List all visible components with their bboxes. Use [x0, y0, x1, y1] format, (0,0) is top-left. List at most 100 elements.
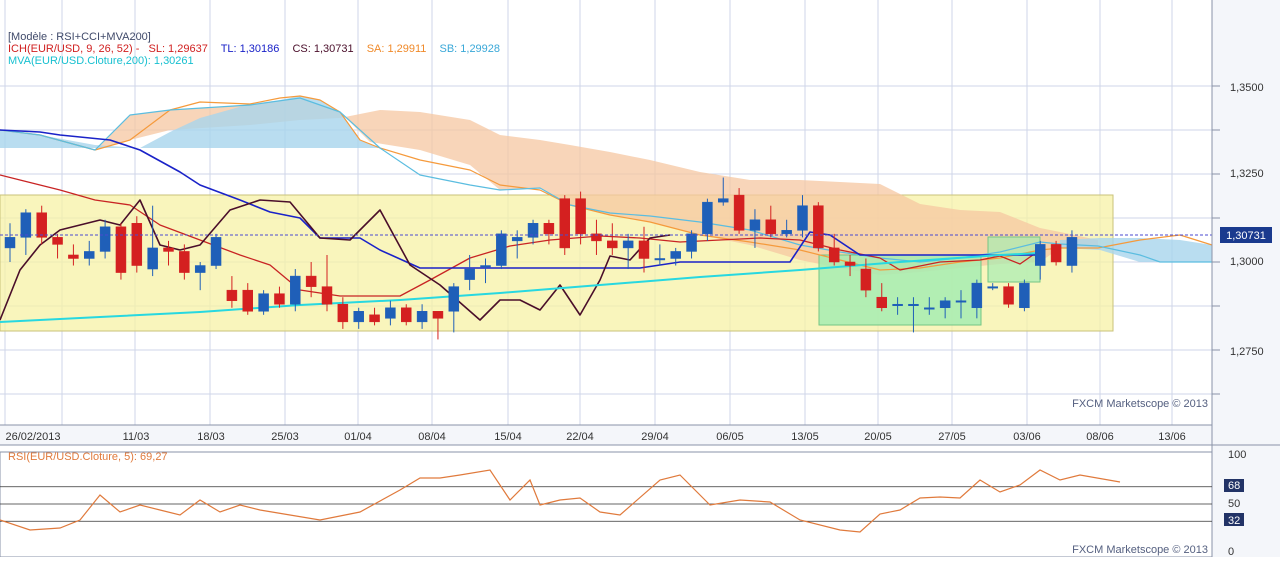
- date-label: 11/03: [123, 431, 150, 443]
- candle-bullish: [686, 233, 697, 252]
- tenkan-sen-line: [0, 174, 1041, 297]
- candle-bearish: [163, 247, 174, 252]
- candle-bullish: [290, 275, 301, 305]
- date-label: 15/04: [494, 431, 522, 443]
- candle-bearish: [226, 289, 238, 301]
- candle-bullish: [1066, 237, 1078, 266]
- date-label: 13/05: [791, 431, 819, 443]
- watermark-rsi: FXCM Marketscope © 2013: [1072, 544, 1208, 556]
- candle-bullish: [622, 240, 634, 249]
- candle-bearish: [813, 205, 824, 249]
- date-label: 13/06: [1158, 431, 1186, 443]
- rsi-level-32-badge: [1224, 513, 1244, 526]
- candle-bullish: [797, 205, 808, 231]
- candle-bullish: [147, 247, 158, 270]
- mva200-line: [0, 252, 1041, 323]
- candle-bearish: [131, 223, 143, 266]
- candle-bullish: [971, 282, 983, 309]
- candle-bearish: [876, 296, 887, 309]
- candle-bearish: [179, 251, 190, 273]
- candle-bearish: [575, 198, 586, 235]
- candle-bullish: [464, 268, 475, 280]
- senkou-span-b-line: [0, 97, 1212, 263]
- candle-bearish: [68, 254, 79, 259]
- candle-bullish: [654, 258, 666, 261]
- watermark-main: FXCM Marketscope © 2013: [1072, 398, 1208, 410]
- rsi-level-32: 32: [1228, 515, 1240, 527]
- candle-bearish: [369, 314, 380, 323]
- chikou-span-line: [0, 199, 671, 321]
- price-axis: 1,3500 1,3250 1,3000 1,2750: [1211, 0, 1264, 557]
- candle-bullish: [1035, 244, 1046, 266]
- candle-bullish: [511, 237, 523, 242]
- candle-bearish: [115, 226, 127, 273]
- rsi-label: RSI(EUR/USD.Cloture, 5): 69,27: [8, 451, 168, 463]
- date-label: 20/05: [864, 431, 892, 443]
- candle-bearish: [305, 275, 317, 287]
- candle-bearish: [52, 237, 63, 245]
- date-label: 26/02/2013: [5, 431, 60, 443]
- candle-bullish: [416, 311, 428, 323]
- candle-bearish: [638, 240, 650, 259]
- candle-bearish: [765, 219, 777, 235]
- candle-bullish: [385, 307, 396, 319]
- rsi-level-100: 100: [1228, 449, 1246, 461]
- candle-bullish: [781, 230, 792, 235]
- date-label: 03/06: [1013, 431, 1041, 443]
- sb-value: SB: 1,29928: [439, 43, 500, 55]
- candle-bearish: [242, 289, 253, 312]
- candle-bearish: [559, 198, 570, 249]
- candle-bullish: [448, 286, 460, 312]
- date-label: 27/05: [938, 431, 966, 443]
- candle-bearish: [860, 268, 872, 291]
- ichimoku-legend: ICH(EUR/USD, 9, 26, 52) - SL: 1,29637 TL…: [8, 43, 500, 55]
- ichimoku-prefix: ICH(EUR/USD, 9, 26, 52) -: [8, 43, 140, 55]
- candle-bearish: [321, 286, 333, 305]
- indicator-lines: [0, 95, 1213, 323]
- date-label: 29/04: [641, 431, 669, 443]
- date-label: 08/04: [418, 431, 446, 443]
- sa-value: SA: 1,29911: [367, 43, 427, 55]
- candle-bullish: [84, 251, 95, 259]
- date-axis-background: [0, 425, 1280, 445]
- candle-bearish: [591, 233, 602, 242]
- date-label: 01/04: [344, 431, 372, 443]
- rsi-level-68: 68: [1228, 480, 1240, 492]
- candle-bullish: [258, 293, 269, 312]
- rsi-level-68-badge: [1224, 479, 1244, 492]
- candle-bullish: [670, 251, 681, 259]
- price-tick-3: 1,3000: [1230, 256, 1264, 268]
- date-label: 18/03: [197, 431, 225, 443]
- candle-bullish: [4, 237, 16, 249]
- candle-bearish: [337, 303, 349, 323]
- candle-bearish: [432, 311, 444, 319]
- rsi-level-0: 0: [1228, 546, 1234, 557]
- candle-bullish: [99, 226, 111, 252]
- model-label: [Modèle : RSI+CCI+MVA200]: [8, 31, 151, 43]
- candle-bearish: [1003, 286, 1014, 305]
- chart-legend: [Modèle : RSI+CCI+MVA200] ICH(EUR/USD, 9…: [8, 31, 500, 67]
- candle-bullish: [210, 237, 222, 266]
- current-price-badge: [1220, 227, 1272, 243]
- mva-legend: MVA(EUR/USD.Cloture,200): 1,30261: [8, 55, 194, 67]
- price-tick-1: 1,3500: [1230, 82, 1264, 94]
- candle-bullish: [718, 198, 729, 203]
- date-label: 08/06: [1086, 431, 1114, 443]
- cs-value: CS: 1,30731: [292, 43, 353, 55]
- candle-bearish: [844, 261, 856, 266]
- candle-bearish: [543, 223, 555, 235]
- price-tick-4: 1,2750: [1230, 346, 1264, 358]
- kumo-forward-area: [1060, 238, 1212, 262]
- candle-bearish: [401, 307, 412, 323]
- candle-bearish: [733, 194, 745, 231]
- current-price-label: 1,30731: [1226, 230, 1266, 242]
- candle-bullish: [20, 212, 32, 238]
- date-label: 06/05: [716, 431, 744, 443]
- candle-bullish: [892, 303, 903, 306]
- candle-bullish: [924, 307, 935, 310]
- candle-bullish: [955, 300, 967, 303]
- candle-bullish: [480, 265, 491, 268]
- kijun-sen-line: [0, 129, 1040, 269]
- candle-bullish: [194, 265, 206, 273]
